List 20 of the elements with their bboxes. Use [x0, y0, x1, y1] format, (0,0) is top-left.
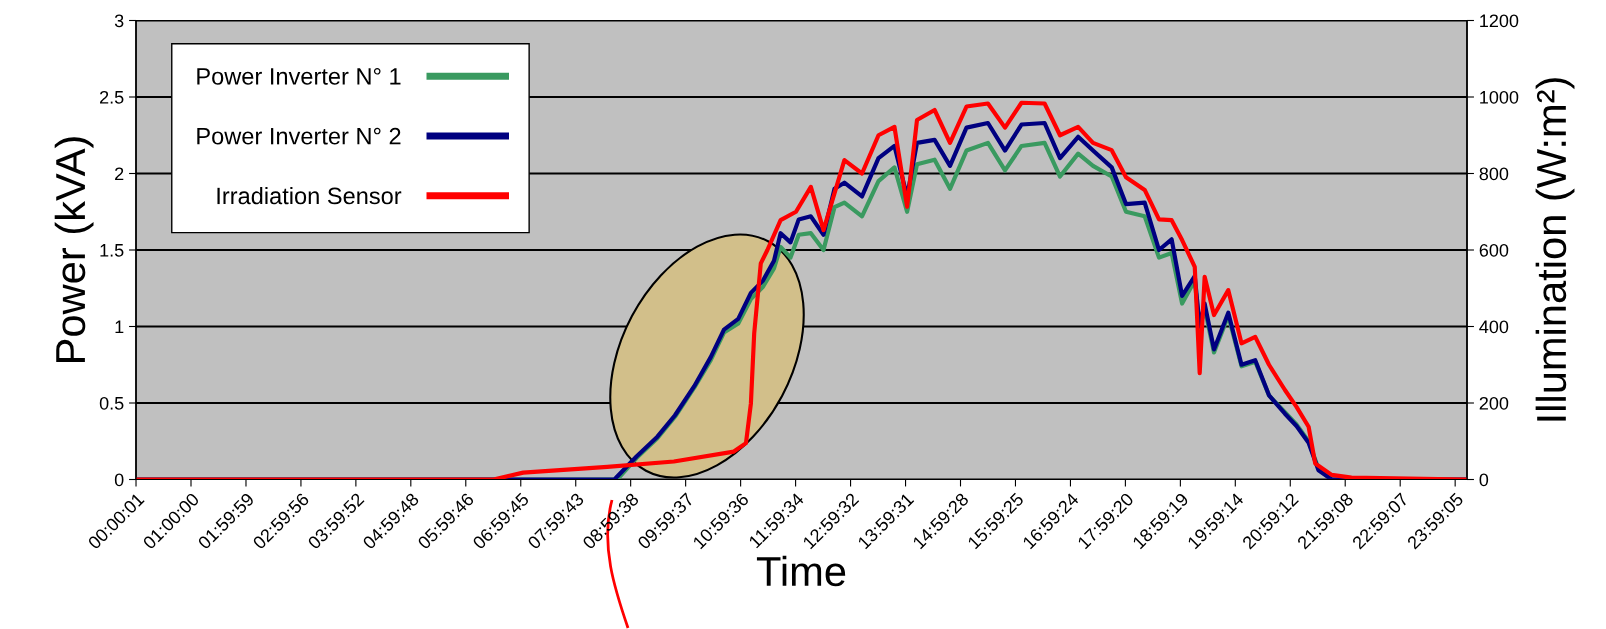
y-tick-label: 1 — [115, 320, 124, 334]
legend-label: Power Inverter N° 2 — [197, 127, 401, 145]
y-tick-label: 1.5 — [100, 244, 124, 257]
y-tick-label: 2 — [115, 167, 124, 181]
legend-label: Irradiation Sensor — [217, 186, 402, 205]
y2-tick-label: 1200 — [1480, 14, 1519, 28]
y-tick-label: 0 — [114, 473, 124, 487]
y2-tick-label: 1000 — [1480, 90, 1519, 104]
legend-label: Power Inverter N° 1 — [197, 68, 401, 85]
y2-tick-label: 400 — [1479, 320, 1509, 334]
x-axis-title: Time — [756, 555, 846, 587]
y2-tick-label: 800 — [1479, 167, 1509, 181]
y2-tick-label: 200 — [1479, 396, 1509, 410]
y-axis-title: Power (kVA) — [54, 137, 94, 362]
y-tick-label: 0.5 — [99, 396, 124, 410]
y-tick-label: 3 — [114, 14, 124, 28]
y2-axis-title: Illumination (W:m²) — [1535, 78, 1575, 421]
y2-tick-label: 600 — [1479, 243, 1509, 257]
y-tick-label: 2.5 — [100, 90, 124, 104]
y2-tick-label: 0 — [1479, 473, 1489, 487]
